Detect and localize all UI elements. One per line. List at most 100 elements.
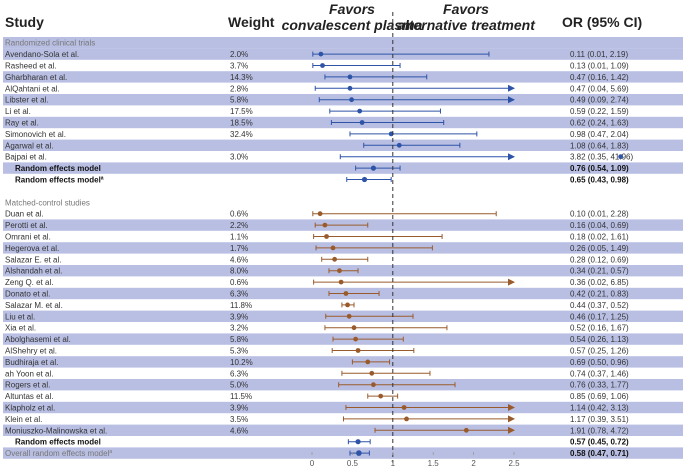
study-name: Liu et al. xyxy=(5,312,35,321)
study-header: Study xyxy=(5,14,44,30)
section-1-26-point-estimate xyxy=(353,336,359,342)
x-tick-label: 2.5 xyxy=(508,459,520,468)
study-weight: 32.4% xyxy=(230,130,253,139)
overall-band xyxy=(3,447,683,459)
study-name: Rogers et al. xyxy=(5,381,50,390)
section-1-20-point-estimate xyxy=(337,268,342,274)
study-name: Donato et al. xyxy=(5,290,50,299)
section-1-33-ci-arrow xyxy=(508,415,515,423)
study-name: Abolghasemi et al. xyxy=(5,335,71,344)
study-name: Salazar M. et al. xyxy=(5,301,63,310)
study-name: Perotti et al. xyxy=(5,221,48,230)
or-ci-value: 0.16 (0.04, 0.69) xyxy=(570,221,629,230)
or-ci-value: 0.47 (0.04, 5.69) xyxy=(570,84,629,93)
or-ci-value: 0.46 (0.17, 1.25) xyxy=(570,312,629,321)
x-tick-label: 0 xyxy=(310,459,315,468)
study-weight: 6.3% xyxy=(230,290,248,299)
section-1-32-point-estimate xyxy=(401,405,407,410)
x-tick-label: 1 xyxy=(391,459,396,468)
section-0-10-ci-arrow xyxy=(508,153,515,161)
section-1-31-point-estimate xyxy=(378,393,384,399)
section-1-30-point-estimate xyxy=(371,382,376,388)
section-0-3-point-estimate xyxy=(347,74,353,80)
section-0-summary-11-band xyxy=(3,162,683,174)
or-ci-value: 0.98 (0.47, 2.04) xyxy=(570,130,629,139)
section-1-25-point-estimate xyxy=(351,325,357,331)
section-0-10-point-estimate xyxy=(618,154,624,160)
study-weight: 3.2% xyxy=(230,324,248,333)
section-0-5-ci-arrow xyxy=(508,96,515,104)
overall-footnote-mark: a xyxy=(109,449,112,455)
study-weight: 2.8% xyxy=(230,84,248,93)
study-weight: 3.5% xyxy=(230,415,248,424)
section-1-24-point-estimate xyxy=(346,313,352,319)
or-ci-header: OR (95% CI) xyxy=(562,14,642,30)
or-ci-value: 0.47 (0.16, 1.42) xyxy=(570,73,629,82)
study-rows: Randomized clinical trials Avendano-Sola … xyxy=(5,39,633,458)
section-1-28-point-estimate xyxy=(365,359,371,365)
favors-right-label-1: Favors xyxy=(443,1,489,17)
section-1-summary-35-summary-estimate xyxy=(355,439,361,445)
x-tick-label: 1.5 xyxy=(428,459,440,468)
section-0-summary-11-summary-estimate xyxy=(370,165,377,171)
section-0-1-point-estimate xyxy=(318,51,324,57)
favors-left-label-2: convalescent plasma xyxy=(282,17,423,33)
section-1-16-point-estimate xyxy=(322,222,328,228)
study-weight: 5.8% xyxy=(230,335,248,344)
study-name: Libster et al. xyxy=(5,96,49,105)
study-name: Avendano-Sola et al. xyxy=(5,50,79,59)
study-name: Zeng Q. et al. xyxy=(5,278,53,287)
section-1-15-point-estimate xyxy=(317,211,323,217)
study-weight: 0.6% xyxy=(230,278,248,287)
estimate-marks xyxy=(312,51,624,456)
summary-footnote-mark: a xyxy=(101,176,104,182)
x-tick-label: 2 xyxy=(471,459,476,468)
study-weight: 10.2% xyxy=(230,358,253,367)
study-weight: 3.7% xyxy=(230,62,248,71)
study-name: Agarwal et al. xyxy=(5,141,53,150)
study-name: Salazar E. et al. xyxy=(5,255,61,264)
section-1-17-point-estimate xyxy=(324,234,329,239)
section-0-6-point-estimate xyxy=(357,108,363,114)
study-weight: 17.5% xyxy=(230,107,253,116)
study-weight: 3.9% xyxy=(230,312,248,321)
study-name: Omrani et al. xyxy=(5,233,51,242)
study-name: Klapholz et al. xyxy=(5,404,55,413)
study-weight: 11.8% xyxy=(230,301,252,310)
section-0-4-ci-arrow xyxy=(508,84,515,92)
study-weight: 1.7% xyxy=(230,244,248,253)
study-weight: 2.2% xyxy=(230,221,248,230)
x-tick-label: 0.5 xyxy=(347,459,359,468)
study-name: Gharbharan et al. xyxy=(5,73,67,82)
or-ci-value: 0.49 (0.09, 2.74) xyxy=(570,96,629,105)
or-ci-value: 0.11 (0.01, 2.19) xyxy=(570,50,628,59)
study-name: Hegerova et al. xyxy=(5,244,59,253)
section-0-9-band xyxy=(3,139,683,151)
section-0-4-point-estimate xyxy=(347,85,353,91)
study-weight: 3.0% xyxy=(230,153,248,162)
or-ci-value: 0.85 (0.69, 1.06) xyxy=(570,392,629,401)
section-1-29-point-estimate xyxy=(369,370,375,376)
section-1-34-ci-arrow xyxy=(508,426,515,434)
summary-label: Random effects modela xyxy=(15,176,104,185)
or-ci-value: 0.76 (0.33, 1.77) xyxy=(570,381,629,390)
study-weight: 5.3% xyxy=(230,347,248,356)
study-name: Simonovich et al. xyxy=(5,130,66,139)
summary-label: Random effects model xyxy=(15,438,101,447)
section-1-19-point-estimate xyxy=(332,256,338,262)
section-1-18-point-estimate xyxy=(330,245,336,251)
study-name: Moniuszko-Malinowska et al. xyxy=(5,426,107,435)
study-weight: 2.0% xyxy=(230,50,248,59)
study-name: Ray et al. xyxy=(5,119,39,128)
summary-label: Random effects model xyxy=(15,164,101,173)
study-weight: 1.1% xyxy=(230,233,248,242)
section-1-34-point-estimate xyxy=(463,427,469,433)
or-ci-value: 1.14 (0.42, 3.13) xyxy=(570,404,629,413)
section-header: Matched-control studies xyxy=(5,198,90,207)
or-ci-value: 0.13 (0.01, 1.09) xyxy=(570,62,629,71)
study-name: Rasheed et al. xyxy=(5,62,57,71)
or-ci-value: 0.26 (0.05, 1.49) xyxy=(570,244,629,253)
study-name: Bajpai et al. xyxy=(5,153,47,162)
or-ci-value: 0.57 (0.25, 1.26) xyxy=(570,347,629,356)
